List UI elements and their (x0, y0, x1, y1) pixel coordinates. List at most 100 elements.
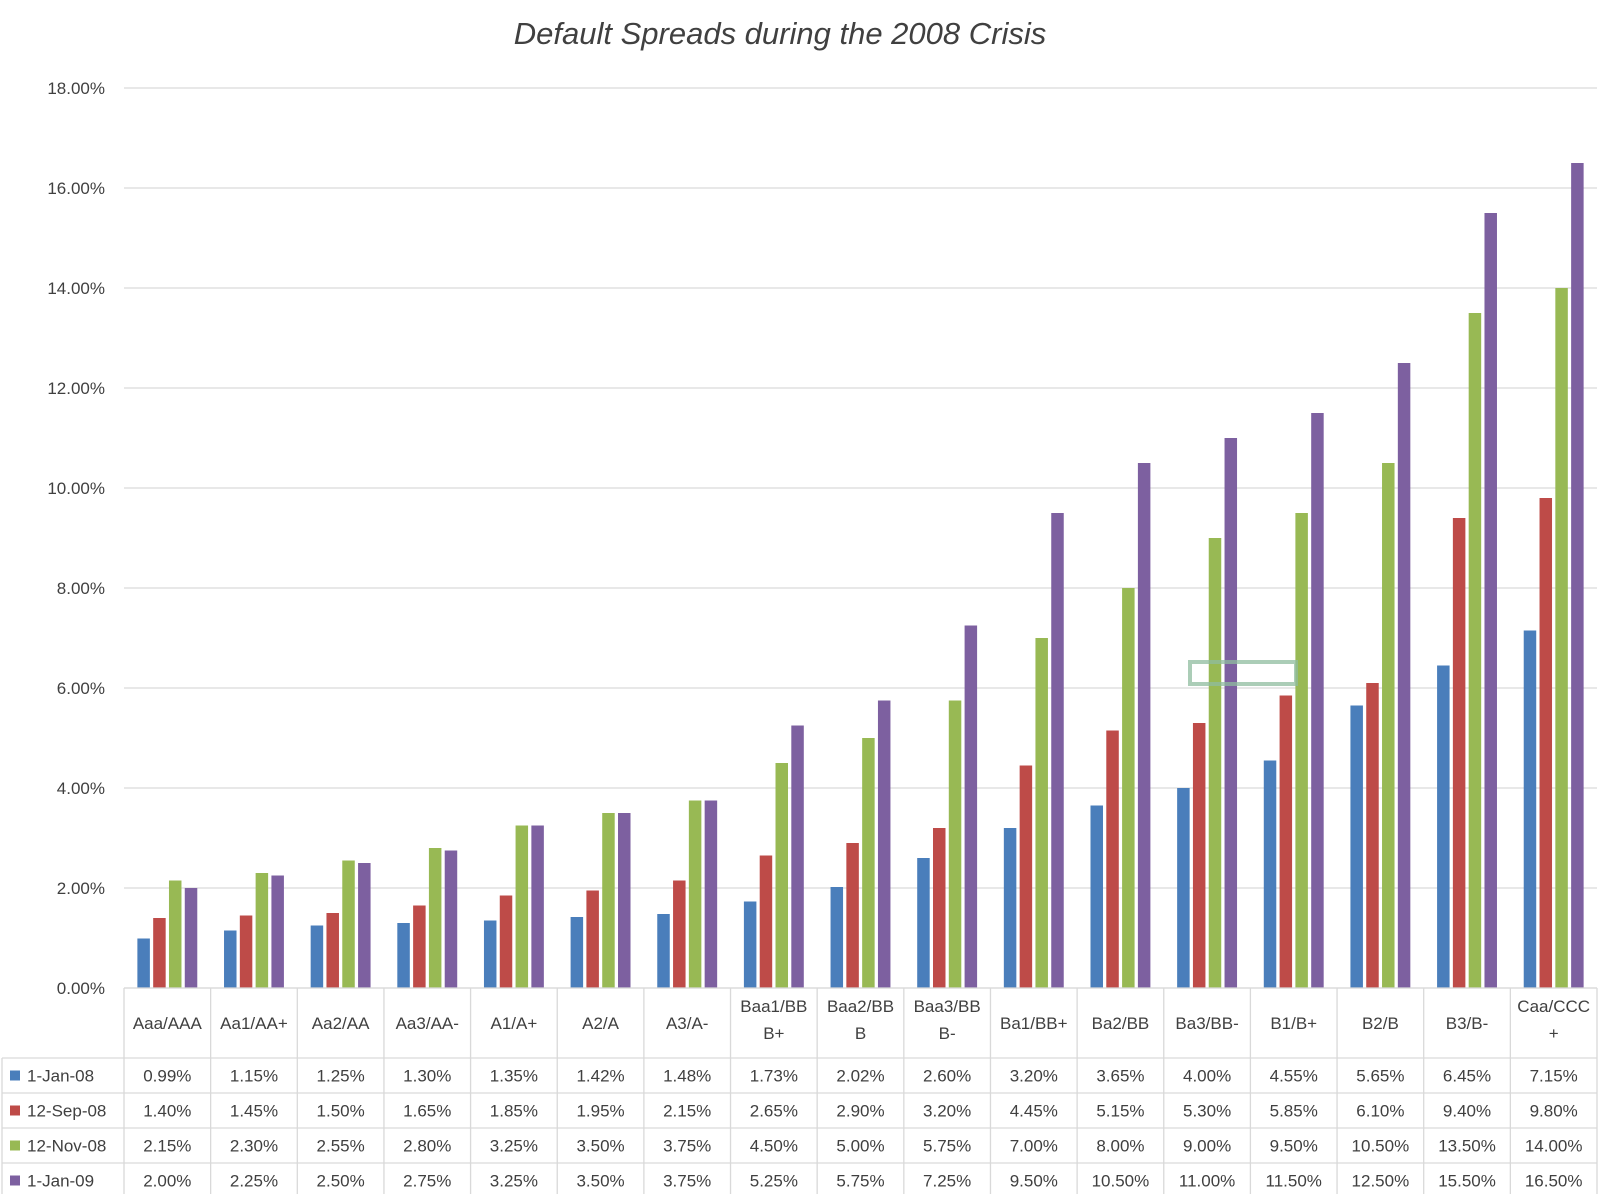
bar (444, 850, 458, 988)
table-cell-value: 9.40% (1443, 1102, 1491, 1121)
y-tick-label: 16.00% (47, 179, 105, 198)
bar (1366, 683, 1379, 988)
table-cell-value: 2.75% (403, 1172, 451, 1191)
table-cell-value: 1.30% (403, 1067, 451, 1086)
table-cell-value: 11.00% (1179, 1172, 1235, 1191)
y-tick-label: 12.00% (47, 379, 105, 398)
table-cell-value: 1.73% (750, 1067, 798, 1086)
category-label: Aa1/AA+ (220, 1014, 288, 1033)
bar (759, 855, 773, 988)
y-tick-label: 18.00% (47, 79, 105, 98)
table-cell-value: 2.60% (923, 1067, 971, 1086)
bar (602, 813, 615, 988)
bar (137, 938, 150, 988)
bar (1003, 828, 1017, 988)
bar (1437, 665, 1450, 988)
table-cell-value: 7.25% (923, 1172, 971, 1191)
bar (255, 873, 269, 988)
table-cell-value: 5.00% (836, 1137, 884, 1156)
category-label: A3/A- (666, 1014, 709, 1033)
y-tick-label: 14.00% (47, 279, 105, 298)
category-label: Aa2/AA (312, 1014, 370, 1033)
table-cell-value: 5.25% (750, 1172, 798, 1191)
bar (224, 930, 237, 988)
table-cell-value: 2.90% (836, 1102, 884, 1121)
bar (342, 860, 355, 988)
bar (1468, 313, 1482, 988)
table-cell-value: 2.15% (663, 1102, 711, 1121)
table-cell-value: 3.75% (663, 1137, 711, 1156)
table-cell-value: 16.50% (1525, 1172, 1583, 1191)
category-label: Baa3/BB B- (914, 997, 981, 1043)
bar (846, 843, 859, 988)
table-cell-value: 5.30% (1183, 1102, 1231, 1121)
category-label: Aa3/AA- (396, 1014, 459, 1033)
bar (1192, 723, 1206, 988)
series-name: 12-Sep-08 (27, 1102, 106, 1121)
table-cell-value: 2.02% (836, 1067, 884, 1086)
bar (743, 901, 757, 988)
table-cell-value: 8.00% (1096, 1137, 1144, 1156)
table-cell-value: 9.50% (1270, 1137, 1318, 1156)
y-tick-label: 2.00% (57, 879, 105, 898)
table-cell-value: 12.50% (1352, 1172, 1410, 1191)
table-cell-value: 1.25% (317, 1067, 365, 1086)
bar (271, 875, 284, 988)
table-cell-value: 1.40% (143, 1102, 191, 1121)
bar (1090, 805, 1103, 988)
category-label: Aaa/AAA (133, 1014, 203, 1033)
table-cell-value: 10.50% (1352, 1137, 1410, 1156)
table-cell-value: 4.55% (1270, 1067, 1318, 1086)
bar (1224, 438, 1238, 988)
series-name: 1-Jan-08 (27, 1067, 94, 1086)
table-cell-value: 1.50% (317, 1102, 365, 1121)
data-table: Aaa/AAA Aa1/AA+ Aa2/AA Aa3/AA- A1/A+ A2/A A3/A… (1, 987, 1598, 1194)
legend-swatch (10, 1140, 20, 1151)
bar (877, 700, 891, 988)
bar (531, 825, 544, 988)
bar (932, 828, 946, 988)
bar (1208, 538, 1222, 988)
bar (570, 917, 584, 988)
table-cell-value: 1.48% (663, 1067, 711, 1086)
table-cell-value: 11.50% (1266, 1172, 1322, 1191)
category-label: Baa1/BB B+ (740, 997, 807, 1043)
table-cell-value: 9.50% (1010, 1172, 1058, 1191)
category-label: Ba1/BB+ (1000, 1014, 1068, 1033)
category-label: Caa/CCC + (1517, 997, 1590, 1043)
bar (1263, 760, 1277, 988)
table-cell-value: 13.50% (1438, 1137, 1496, 1156)
bar (239, 915, 253, 988)
bar (775, 763, 789, 988)
bar (618, 813, 631, 988)
table-cell-value: 1.45% (230, 1102, 278, 1121)
table-cell-value: 6.10% (1356, 1102, 1404, 1121)
table-cell-value: 2.00% (143, 1172, 191, 1191)
bar (704, 800, 718, 988)
legend-swatch (10, 1175, 20, 1186)
table-cell-value: 10.50% (1092, 1172, 1150, 1191)
category-label: Ba3/BB- (1175, 1014, 1238, 1033)
bar (326, 913, 339, 988)
bar (791, 725, 804, 988)
bar (153, 918, 166, 988)
bar (1571, 163, 1584, 988)
table-cell-value: 2.55% (317, 1137, 365, 1156)
table-cell-value: 7.15% (1530, 1067, 1578, 1086)
category-label: A1/A+ (491, 1014, 538, 1033)
category-label: Baa2/BB B (827, 997, 894, 1043)
table-cell-value: 5.15% (1096, 1102, 1144, 1121)
bar (1523, 630, 1537, 988)
table-cell-value: 5.75% (836, 1172, 884, 1191)
table-cell-value: 4.00% (1183, 1067, 1231, 1086)
bar (358, 863, 371, 988)
table-cell-value: 9.00% (1183, 1137, 1231, 1156)
bar (1350, 705, 1363, 988)
bar (1555, 288, 1568, 988)
bar (1137, 463, 1151, 988)
table-cell-value: 3.50% (576, 1172, 624, 1191)
bar (1019, 765, 1033, 988)
table-cell-value: 1.42% (576, 1067, 624, 1086)
bar (184, 888, 198, 988)
table-cell-value: 3.25% (490, 1137, 538, 1156)
